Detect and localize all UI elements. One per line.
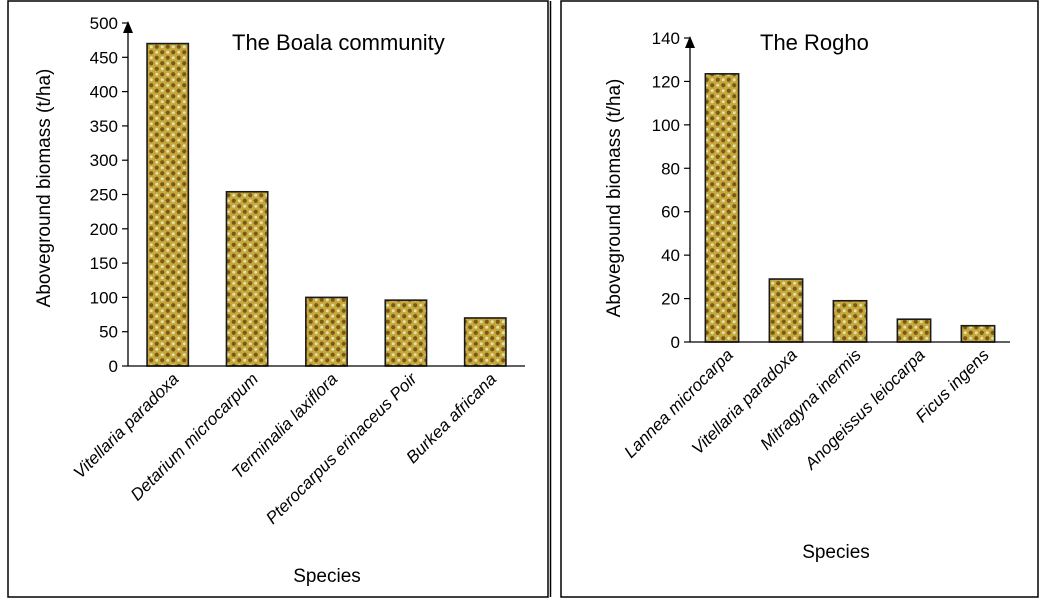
y-axis-title: Aboveground biomass (t/ha) xyxy=(34,69,55,308)
x-category-label: Vitellaria paradoxa xyxy=(688,345,801,458)
bar xyxy=(225,190,269,367)
y-tick-label: 400 xyxy=(90,83,118,102)
x-category-label: Detarium microcarpum xyxy=(127,369,262,504)
x-category-label: Pterocarpus erinaceus Poir xyxy=(262,368,421,527)
x-category-label: Lannea microcarpa xyxy=(620,345,736,461)
axes xyxy=(123,21,525,367)
y-tick-label: 40 xyxy=(661,246,680,265)
bar xyxy=(384,299,428,367)
y-tick-label: 500 xyxy=(90,14,118,33)
bar xyxy=(146,42,190,367)
x-category-label: Anogeissus leiocarpa xyxy=(800,345,928,473)
y-tick-label: 120 xyxy=(652,72,680,91)
y-tick-label: 250 xyxy=(90,186,118,205)
y-axis-arrow xyxy=(123,21,133,33)
bar xyxy=(896,318,932,343)
y-tick-label: 50 xyxy=(99,323,118,342)
bar xyxy=(960,324,996,343)
y-tick-label: 80 xyxy=(661,159,680,178)
bar xyxy=(463,317,507,367)
chart-title: The Rogho xyxy=(760,30,869,55)
bar xyxy=(305,296,348,367)
y-ticks: 0 50 100 150 200 250 300 350 400 450 500 xyxy=(90,14,128,376)
y-tick-label: 60 xyxy=(661,203,680,222)
y-tick-label: 450 xyxy=(90,48,118,67)
y-axis-arrow xyxy=(685,36,695,48)
bar xyxy=(704,73,740,343)
y-tick-label: 200 xyxy=(90,220,118,239)
bar xyxy=(832,299,868,343)
panel-right-border xyxy=(560,0,1039,598)
y-axis-title: Aboveground biomass (t/ha) xyxy=(604,79,625,318)
y-tick-label: 150 xyxy=(90,254,118,273)
y-tick-label: 0 xyxy=(671,333,680,352)
x-axis-title: Species xyxy=(802,542,870,563)
y-tick-label: 100 xyxy=(90,288,118,307)
bar xyxy=(768,278,804,343)
y-tick-label: 350 xyxy=(90,117,118,136)
chart-title: The Boala community xyxy=(232,30,445,55)
y-ticks: 0 20 40 60 80 100 120 140 xyxy=(652,29,690,352)
y-tick-label: 140 xyxy=(652,29,680,48)
bars xyxy=(704,73,996,343)
y-tick-label: 20 xyxy=(661,290,680,309)
y-tick-label: 0 xyxy=(109,357,118,376)
y-tick-label: 300 xyxy=(90,151,118,170)
chart-boala: The Boala community Aboveground biomass … xyxy=(34,14,525,587)
bars xyxy=(146,42,507,367)
y-tick-label: 100 xyxy=(652,116,680,135)
chart-rogho: The Rogho Aboveground biomass (t/ha) Spe… xyxy=(604,29,1010,563)
x-axis-title: Species xyxy=(293,566,361,587)
axes xyxy=(685,36,1010,343)
panel-left-border xyxy=(7,0,549,598)
